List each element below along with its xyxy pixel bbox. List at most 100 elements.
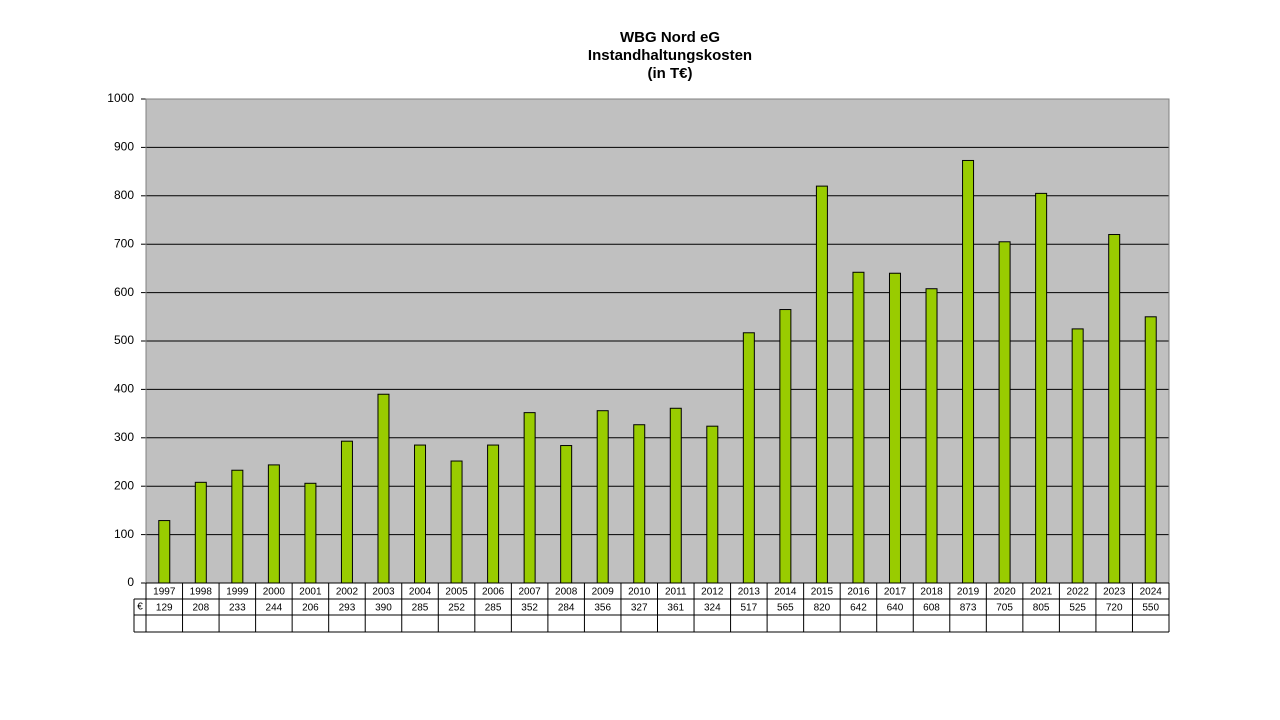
- bar: [523, 412, 536, 584]
- chart-title: WBG Nord eG: [620, 29, 720, 46]
- table-value: 640: [887, 603, 904, 614]
- x-tick-label: 2021: [1030, 587, 1053, 598]
- table-value: 327: [631, 603, 648, 614]
- x-tick-label: 2011: [665, 587, 687, 598]
- bar: [998, 241, 1011, 584]
- table-value: 873: [960, 603, 977, 614]
- x-tick-label: 2001: [299, 587, 322, 598]
- bar: [340, 440, 353, 584]
- bar: [1144, 316, 1157, 584]
- bar: [962, 159, 975, 584]
- x-tick-label: 2000: [263, 587, 286, 598]
- bar: [1071, 328, 1084, 584]
- x-tick-label: 2017: [884, 587, 907, 598]
- table-value: 642: [850, 603, 867, 614]
- bar: [706, 425, 719, 584]
- x-tick-label: 2023: [1103, 587, 1126, 598]
- bar: [633, 424, 646, 584]
- table-value: 208: [192, 603, 209, 614]
- y-tick-label: 800: [114, 188, 134, 202]
- table-value: 820: [814, 603, 831, 614]
- bar: [1035, 192, 1048, 584]
- table-value: 517: [740, 603, 757, 614]
- x-tick-label: 2003: [372, 587, 395, 598]
- y-tick-label: 500: [114, 333, 134, 347]
- x-tick-label: 1999: [226, 587, 249, 598]
- chart-title: (in T€): [648, 65, 693, 82]
- x-tick-label: 2007: [519, 587, 542, 598]
- table-value: 324: [704, 603, 721, 614]
- y-tick-label: 600: [114, 285, 134, 299]
- bar: [194, 481, 207, 584]
- x-tick-label: 1998: [190, 587, 213, 598]
- x-tick-label: 2019: [957, 587, 980, 598]
- y-tick-label: 300: [114, 430, 134, 444]
- bar: [815, 185, 828, 584]
- table-value: 352: [521, 603, 538, 614]
- x-tick-label: 2004: [409, 587, 432, 598]
- table-value: 805: [1033, 603, 1050, 614]
- table-value: 293: [339, 603, 356, 614]
- table-value: 252: [448, 603, 465, 614]
- bar: [267, 464, 280, 584]
- table-value: 284: [558, 603, 575, 614]
- y-tick-label: 200: [114, 478, 134, 492]
- chart-title: Instandhaltungskosten: [588, 47, 752, 64]
- table-value: 361: [667, 603, 684, 614]
- x-tick-label: 2012: [701, 587, 724, 598]
- x-tick-label: 2013: [738, 587, 761, 598]
- x-tick-label: 2014: [774, 587, 797, 598]
- x-tick-label: 2008: [555, 587, 578, 598]
- bar: [852, 271, 865, 584]
- x-tick-label: 2015: [811, 587, 834, 598]
- legend-label: €: [137, 602, 143, 613]
- bar: [231, 469, 244, 584]
- x-tick-label: 1997: [153, 587, 176, 598]
- y-tick-label: 0: [127, 575, 134, 589]
- x-tick-label: 2006: [482, 587, 505, 598]
- y-tick-label: 700: [114, 236, 134, 250]
- bar: [669, 407, 682, 584]
- table-value: 565: [777, 603, 794, 614]
- y-tick-label: 100: [114, 527, 134, 541]
- table-value: 356: [594, 603, 611, 614]
- x-tick-label: 2010: [628, 587, 651, 598]
- table-value: 285: [485, 603, 502, 614]
- bar: [304, 482, 317, 584]
- bar: [779, 309, 792, 584]
- table-value: 608: [923, 603, 940, 614]
- x-tick-label: 2018: [920, 587, 943, 598]
- bar: [487, 444, 500, 584]
- x-tick-label: 2009: [592, 587, 615, 598]
- table-value: 244: [266, 603, 283, 614]
- bar: [742, 332, 755, 584]
- table-value: 129: [156, 603, 173, 614]
- bar: [377, 393, 390, 584]
- bar: [596, 410, 609, 584]
- table-value: 285: [412, 603, 429, 614]
- y-tick-label: 400: [114, 382, 134, 396]
- bar: [158, 520, 171, 584]
- bar: [925, 288, 938, 584]
- y-tick-label: 900: [114, 140, 134, 154]
- bar: [888, 272, 901, 584]
- table-value: 720: [1106, 603, 1123, 614]
- x-tick-label: 2022: [1067, 587, 1090, 598]
- y-tick-label: 1000: [107, 91, 134, 105]
- table-value: 550: [1142, 603, 1159, 614]
- x-tick-label: 2002: [336, 587, 359, 598]
- table-value: 705: [996, 603, 1013, 614]
- x-tick-label: 2024: [1140, 587, 1163, 598]
- table-value: 525: [1069, 603, 1086, 614]
- bar: [560, 445, 573, 584]
- bar: [414, 444, 427, 584]
- table-value: 390: [375, 603, 392, 614]
- bar: [450, 460, 463, 584]
- x-tick-label: 2020: [993, 587, 1016, 598]
- x-tick-label: 2005: [445, 587, 468, 598]
- x-tick-label: 2016: [847, 587, 870, 598]
- table-value: 233: [229, 603, 246, 614]
- table-value: 206: [302, 603, 319, 614]
- bar: [1108, 234, 1121, 584]
